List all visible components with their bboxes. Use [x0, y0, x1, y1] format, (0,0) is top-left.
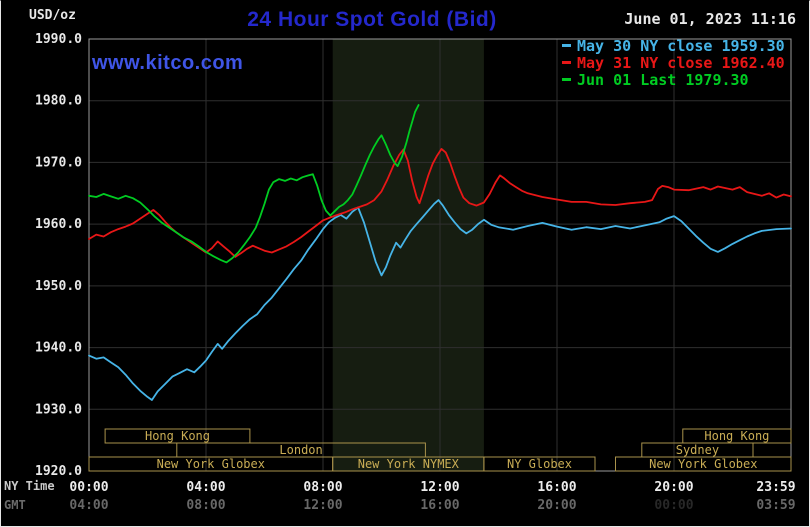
series-line-jun-01 [88, 104, 420, 264]
ny-time-row-label: NY Time [4, 479, 55, 493]
legend: May 30 NY close 1959.30 May 31 NY close … [562, 36, 785, 89]
gmt-tick-label: 03:59 [756, 498, 795, 513]
chart-datetime: June 01, 2023 11:16 [624, 10, 796, 28]
series-line-may-30 [88, 199, 792, 401]
gmt-tick-label: 04:00 [69, 498, 108, 513]
session-label-new-york-globex: New York Globex [157, 457, 265, 471]
legend-label-may31: May 31 NY close 1962.40 [577, 53, 785, 72]
y-tick-label: 1990.0 [35, 32, 82, 47]
session-label-hong-kong: Hong Kong [704, 429, 769, 443]
y-axis-units-label: USD/oz [29, 8, 76, 23]
session-box-ny-globex [483, 456, 596, 472]
session-box-new-york-globex [615, 456, 792, 472]
y-tick-label: 1920.0 [35, 464, 82, 479]
y-tick-label: 1970.0 [35, 155, 82, 170]
ny-time-tick-label: 08:00 [303, 480, 342, 495]
gmt-tick-label: 16:00 [420, 498, 459, 513]
y-tick-label: 1980.0 [35, 94, 82, 109]
y-tick-label: 1940.0 [35, 341, 82, 356]
y-tick-label: 1960.0 [35, 217, 82, 232]
session-label-new-york-globex: New York Globex [649, 457, 757, 471]
session-label-hong-kong: Hong Kong [145, 429, 210, 443]
legend-swatch-green-icon [562, 78, 571, 81]
ny-time-tick-label: 16:00 [537, 480, 576, 495]
nymex-session-highlight-band [332, 39, 484, 471]
gmt-tick-label: 20:00 [537, 498, 576, 513]
session-label-ny-globex: NY Globex [507, 457, 572, 471]
ny-time-tick-label: 04:00 [186, 480, 225, 495]
gmt-tick-label: 00:00 [654, 498, 693, 513]
legend-swatch-red-icon [562, 61, 571, 64]
y-tick-label: 1950.0 [35, 279, 82, 294]
y-tick-label: 1930.0 [35, 402, 82, 417]
ny-time-tick-label: 00:00 [69, 480, 108, 495]
legend-label-jun01: Jun 01 Last 1979.30 [577, 70, 749, 89]
gmt-row-label: GMT [4, 498, 26, 512]
ny-time-tick-label: 12:00 [420, 480, 459, 495]
legend-item-may30: May 30 NY close 1959.30 [562, 36, 785, 55]
session-label-london: London [279, 443, 322, 457]
session-label-sydney: Sydney [676, 443, 719, 457]
gmt-tick-label: 12:00 [303, 498, 342, 513]
legend-swatch-cyan-icon [562, 44, 571, 47]
legend-item-may31: May 31 NY close 1962.40 [562, 53, 785, 72]
ny-time-tick-label: 20:00 [654, 480, 693, 495]
legend-item-jun01: Jun 01 Last 1979.30 [562, 70, 785, 89]
ny-time-tick-label: 23:59 [756, 480, 795, 495]
session-label-new-york-nymex: New York NYMEX [358, 457, 460, 471]
legend-label-may30: May 30 NY close 1959.30 [577, 36, 785, 55]
gmt-tick-label: 08:00 [186, 498, 225, 513]
kitco-watermark-link[interactable]: www.kitco.com [92, 52, 244, 74]
chart-title: 24 Hour Spot Gold (Bid) [247, 8, 497, 31]
